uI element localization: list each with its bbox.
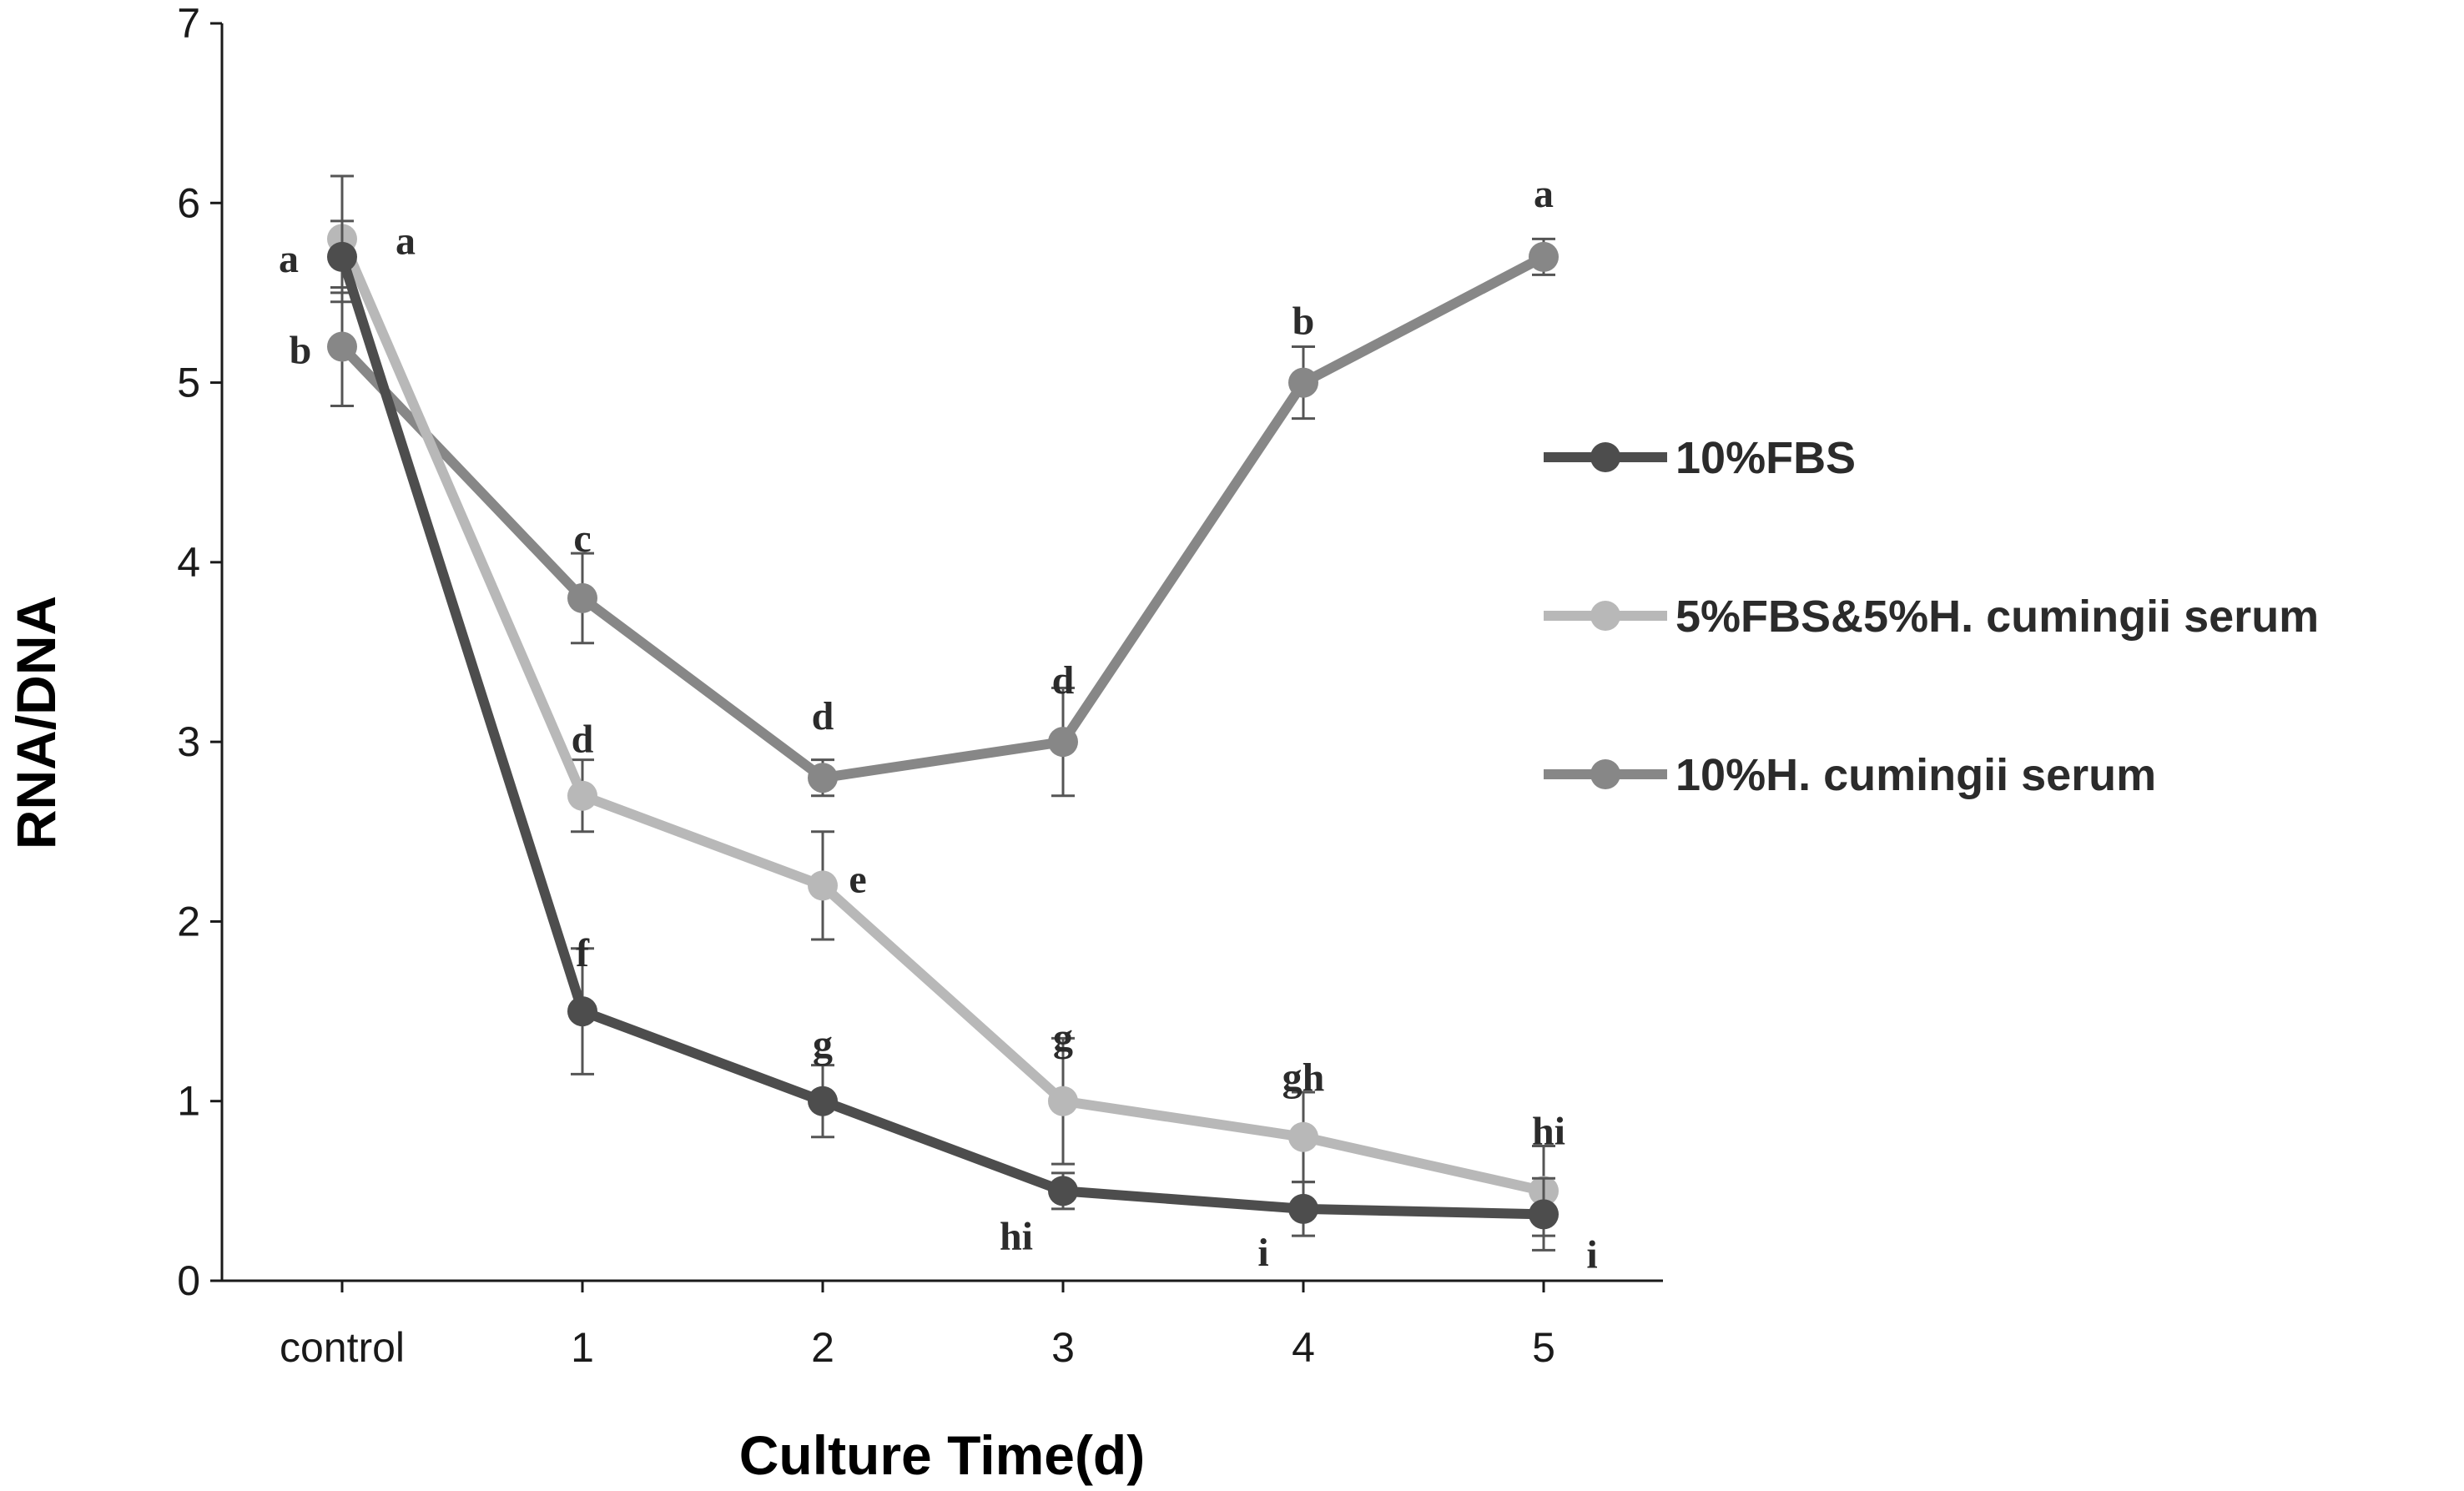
legend-label: 10%FBS — [1675, 433, 1856, 483]
x-tick-label: 3 — [1051, 1324, 1075, 1371]
legend-label: 10%H. cumingii serum — [1675, 750, 2156, 800]
y-tick-label: 6 — [177, 179, 200, 226]
data-point — [1048, 1176, 1078, 1206]
significance-label: a — [279, 237, 299, 281]
legend-marker — [1590, 442, 1620, 472]
y-tick-label: 5 — [177, 360, 200, 406]
data-point — [567, 780, 597, 811]
significance-label: d — [812, 694, 834, 738]
significance-labels: a f g hi i i a d e g gh hi b c d d b a — [279, 172, 1598, 1277]
significance-label: hi — [1532, 1109, 1565, 1153]
legend: 10%FBS 5%FBS&5%H. cumingii serum 10%H. cum… — [1544, 433, 2319, 800]
x-tick-label: 2 — [811, 1324, 834, 1371]
data-point — [808, 870, 838, 901]
legend-item: 10%H. cumingii serum — [1544, 750, 2156, 800]
data-series — [327, 174, 1559, 1252]
data-point — [1529, 1199, 1559, 1230]
x-tick-label: control — [280, 1324, 405, 1371]
series-0 — [327, 219, 1559, 1252]
significance-label: i — [1257, 1231, 1268, 1275]
y-axis-title: RNA/DNA — [5, 596, 67, 849]
y-axis-ticks: 0 1 2 3 4 5 6 7 — [177, 0, 222, 1304]
data-point — [808, 1086, 838, 1116]
legend-item: 5%FBS&5%H. cumingii serum — [1544, 592, 2319, 642]
data-point — [1288, 1121, 1318, 1152]
significance-label: f — [576, 931, 590, 975]
significance-label: gh — [1282, 1055, 1325, 1100]
data-point — [1048, 1086, 1078, 1116]
data-point — [327, 241, 357, 272]
y-tick-label: 4 — [177, 539, 200, 586]
significance-label: d — [1052, 658, 1075, 703]
legend-marker — [1590, 601, 1620, 631]
series-1 — [327, 174, 1559, 1237]
y-tick-label: 1 — [177, 1078, 200, 1125]
data-point — [327, 331, 357, 362]
significance-label: d — [572, 718, 594, 762]
significance-label: c — [573, 516, 591, 561]
data-point — [808, 763, 838, 793]
series-2 — [327, 237, 1559, 798]
legend-marker — [1590, 759, 1620, 789]
significance-label: i — [1586, 1232, 1597, 1277]
axes — [220, 23, 1663, 1282]
y-tick-label: 7 — [177, 0, 200, 47]
x-tick-label: 1 — [571, 1324, 594, 1371]
x-tick-label: 4 — [1292, 1324, 1315, 1371]
significance-label: a — [396, 219, 416, 263]
data-point — [567, 996, 597, 1027]
series-line — [338, 252, 1546, 783]
data-point — [1288, 1193, 1318, 1224]
x-axis-ticks: control 1 2 3 4 5 — [280, 1281, 1555, 1371]
data-point — [1288, 367, 1318, 398]
significance-label: e — [849, 857, 866, 901]
legend-item: 10%FBS — [1544, 433, 1856, 483]
y-tick-label: 3 — [177, 718, 200, 765]
legend-label: 5%FBS&5%H. cumingii serum — [1675, 592, 2319, 642]
x-axis-title: Culture Time(d) — [739, 1424, 1145, 1486]
significance-label: g — [813, 1023, 833, 1067]
series-line — [337, 255, 1544, 1220]
significance-label: hi — [1000, 1214, 1033, 1258]
y-tick-label: 2 — [177, 898, 200, 944]
significance-label: b — [290, 329, 312, 373]
significance-label: g — [1053, 1016, 1073, 1060]
series-line — [337, 236, 1545, 1196]
significance-label: a — [1534, 172, 1554, 216]
y-tick-label: 0 — [177, 1257, 200, 1304]
data-point — [1048, 727, 1078, 758]
x-tick-label: 5 — [1532, 1324, 1555, 1371]
data-point — [567, 582, 597, 613]
data-point — [1529, 241, 1559, 272]
significance-label: b — [1292, 300, 1315, 344]
